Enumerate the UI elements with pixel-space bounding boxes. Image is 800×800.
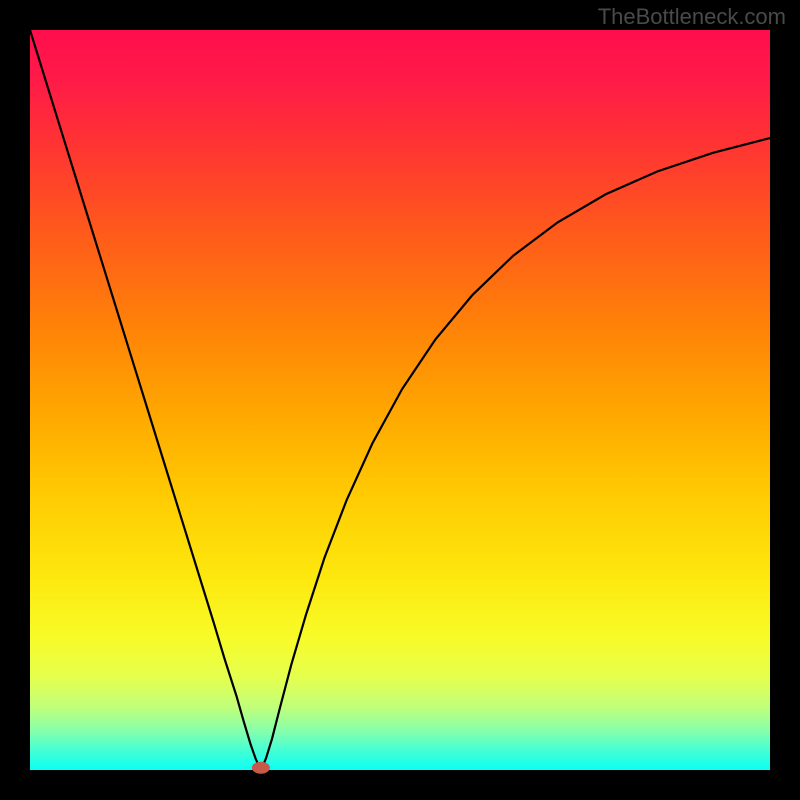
watermark-text: TheBottleneck.com bbox=[598, 4, 786, 30]
bottleneck-curve bbox=[30, 30, 770, 767]
plot-area bbox=[30, 30, 770, 770]
bottleneck-curve-svg bbox=[30, 30, 770, 770]
bottleneck-minimum-marker bbox=[252, 762, 270, 774]
chart-frame: TheBottleneck.com bbox=[0, 0, 800, 800]
